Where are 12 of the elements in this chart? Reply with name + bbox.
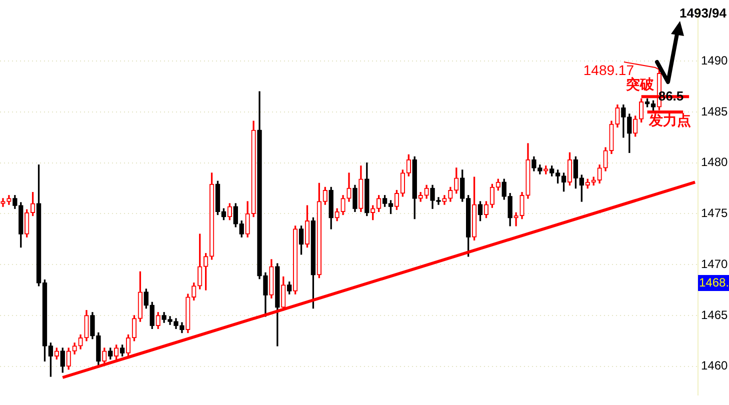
y-tick-label: 1490 xyxy=(701,53,728,68)
y-tick-label: 1465 xyxy=(701,308,728,322)
y-tick-label: 1475 xyxy=(701,206,728,220)
annotation: 1489.17 xyxy=(583,62,634,78)
annotation: 1493/94 xyxy=(680,6,728,21)
y-tick-label: 1480 xyxy=(701,155,728,170)
annotation: 突破 xyxy=(625,76,655,92)
annotation: 发力点 xyxy=(648,112,691,128)
y-tick-label: 1485 xyxy=(701,104,728,118)
text: 1468. xyxy=(699,275,729,290)
y-tick-label: 1460 xyxy=(701,358,728,373)
y-tick-label: 1470 xyxy=(701,256,728,271)
